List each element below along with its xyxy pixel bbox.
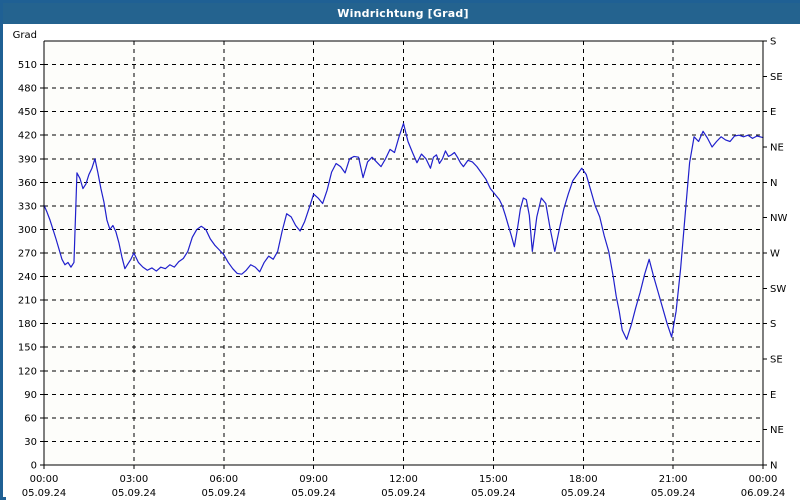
right-axis-tick-label: E: [770, 390, 776, 401]
y-axis-labels: 0 30 60 90 120 150 180 210 240 270 300 330 360 390 420…: [18, 60, 37, 471]
x-axis-time-label: 12:00: [389, 474, 418, 485]
x-axis-date-label: 05.09.24: [291, 488, 336, 499]
x-axis-date-label: 05.09.24: [651, 488, 696, 499]
x-axis-date-label: 05.09.24: [471, 488, 516, 499]
right-axis-tick-label: SE: [770, 72, 783, 83]
y-axis-tick-label: 150: [18, 343, 37, 354]
y-axis-tick-label: 60: [24, 413, 37, 424]
y-axis-tick-label: 90: [24, 390, 37, 401]
y-axis-tick-label: 30: [24, 437, 37, 448]
right-axis-tick-label: S: [770, 37, 776, 48]
y-axis-tick-label: 480: [18, 84, 37, 95]
right-axis-tick-label: NE: [770, 143, 784, 154]
right-axis-tick-label: NE: [770, 425, 784, 436]
right-axis-ticks: [763, 40, 767, 466]
x-axis-date-label: 05.09.24: [112, 488, 157, 499]
x-axis-time-label: 00:00: [30, 474, 59, 485]
y-axis-tick-label: 180: [18, 319, 37, 330]
x-axis-date-label: 05.09.24: [381, 488, 426, 499]
vertical-gridlines: [133, 41, 674, 465]
y-axis-tick-label: 450: [18, 107, 37, 118]
plot-frame: [43, 40, 764, 466]
x-axis-time-label: 18:00: [569, 474, 598, 485]
y-axis-ticks: [40, 64, 44, 466]
x-axis-labels: 00:00 05.09.24 03:00 05.09.24 06:00 05.09.24 0…: [22, 474, 786, 499]
right-axis-tick-label: S: [770, 319, 776, 330]
y-axis-tick-label: 420: [18, 131, 37, 142]
right-axis-labels: N NE E SE S SW W NW N NE E SE S: [770, 37, 787, 472]
titlebar-background: [3, 3, 800, 24]
x-axis-date-label: 05.09.24: [201, 488, 246, 499]
right-axis-tick-label: SW: [770, 284, 786, 295]
y-axis-unit-label: Grad: [13, 30, 37, 41]
y-axis-tick-label: 120: [18, 366, 37, 377]
y-axis-tick-label: 330: [18, 201, 37, 212]
window-titlebar: Windrichtung [Grad]: [3, 3, 800, 24]
x-axis-time-label: 06:00: [209, 474, 238, 485]
y-axis-tick-label: 300: [18, 225, 37, 236]
right-axis-tick-label: N: [770, 461, 777, 472]
x-axis-date-label: 06.09.24: [741, 488, 786, 499]
y-axis-tick-label: 210: [18, 296, 37, 307]
right-axis-tick-label: NW: [770, 213, 787, 224]
chart-canvas: 0 30 60 90 120 150 180 210 240 270 300 330 360 390 420…: [6, 24, 800, 500]
right-axis-tick-label: W: [770, 249, 780, 260]
x-axis-time-label: 09:00: [299, 474, 328, 485]
right-axis-tick-label: N: [770, 178, 777, 189]
x-axis-date-label: 05.09.24: [561, 488, 606, 499]
x-axis-time-label: 03:00: [119, 474, 148, 485]
x-axis-time-label: 00:00: [749, 474, 778, 485]
y-axis-tick-label: 360: [18, 178, 37, 189]
window-title: Windrichtung [Grad]: [337, 7, 469, 20]
right-axis-tick-label: SE: [770, 355, 783, 366]
wind-direction-chart: 0 30 60 90 120 150 180 210 240 270 300 330 360 390 420…: [13, 30, 788, 499]
y-axis-tick-label: 240: [18, 272, 37, 283]
y-axis-tick-label: 510: [18, 60, 37, 71]
right-axis-tick-label: E: [770, 107, 776, 118]
x-axis-date-label: 05.09.24: [22, 488, 67, 499]
y-axis-tick-label: 270: [18, 249, 37, 260]
y-axis-tick-label: 390: [18, 154, 37, 165]
x-axis-time-label: 21:00: [659, 474, 688, 485]
y-axis-tick-label: 0: [31, 461, 37, 472]
x-axis-time-label: 15:00: [479, 474, 508, 485]
wind-direction-series: [43, 122, 764, 340]
x-axis-ticks: [43, 465, 764, 469]
